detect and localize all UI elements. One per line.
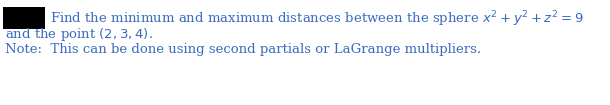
Text: Find the minimum and maximum distances between the sphere $x^2+y^2+z^2 = 9$: Find the minimum and maximum distances b… [50,9,584,29]
Text: Note:  This can be done using second partials or LaGrange multipliers.: Note: This can be done using second part… [5,43,481,56]
FancyBboxPatch shape [3,7,45,29]
Text: and the point $(2, 3, 4)$.: and the point $(2, 3, 4)$. [5,26,153,43]
